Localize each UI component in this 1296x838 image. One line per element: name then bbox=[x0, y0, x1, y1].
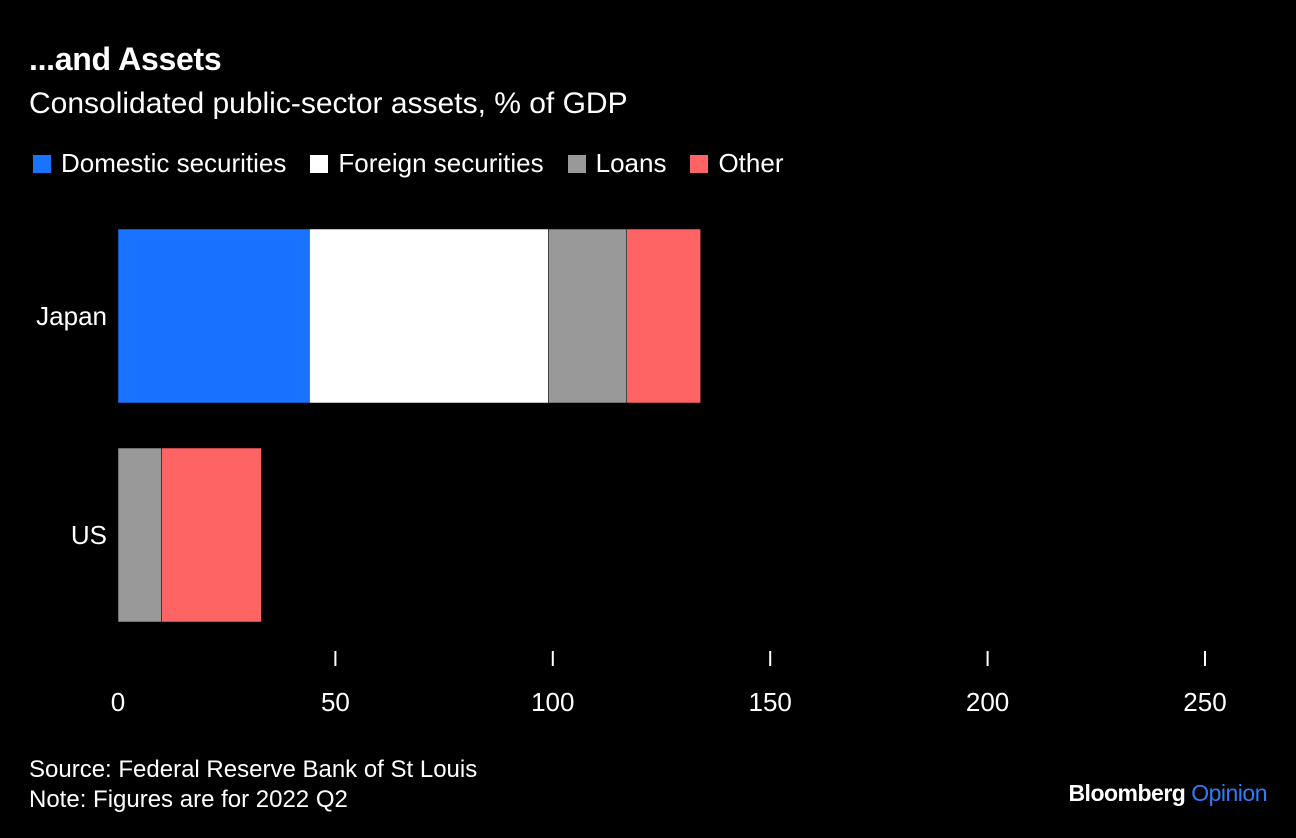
brand-name: Bloomberg bbox=[1068, 780, 1186, 806]
source-text: Source: Federal Reserve Bank of St Louis bbox=[29, 756, 478, 783]
x-tick-label-0: 0 bbox=[111, 687, 125, 717]
legend-label-loans: Loans bbox=[595, 148, 667, 178]
x-tick-label-100: 100 bbox=[531, 687, 574, 717]
bar-us-other bbox=[161, 447, 262, 623]
note-text: Note: Figures are for 2022 Q2 bbox=[29, 786, 348, 813]
legend-item-domestic: Domestic securities bbox=[33, 148, 286, 179]
category-label-japan: Japan bbox=[36, 301, 107, 331]
category-label-us: US bbox=[71, 520, 107, 550]
brand-logo: Bloomberg Opinion bbox=[1068, 780, 1267, 807]
chart-title: ...and Assets bbox=[29, 41, 222, 77]
legend-label-foreign: Foreign securities bbox=[338, 148, 544, 178]
bar-japan-domestic-securities bbox=[117, 228, 310, 404]
legend-label-domestic: Domestic securities bbox=[61, 148, 287, 178]
x-tick-label-150: 150 bbox=[749, 687, 792, 717]
legend-swatch-foreign bbox=[310, 154, 329, 173]
chart-subtitle: Consolidated public-sector assets, % of … bbox=[29, 87, 628, 120]
bar-japan-other bbox=[626, 228, 701, 404]
chart-footer: Source: Federal Reserve Bank of St Louis… bbox=[29, 755, 477, 815]
legend-item-loans: Loans bbox=[567, 148, 667, 179]
brand-suffix: Opinion bbox=[1191, 780, 1267, 806]
x-tick-label-250: 250 bbox=[1183, 687, 1226, 717]
x-tick-label-50: 50 bbox=[321, 687, 350, 717]
legend-item-foreign: Foreign securities bbox=[310, 148, 544, 179]
legend-label-other: Other bbox=[718, 148, 784, 178]
x-tick-label-200: 200 bbox=[966, 687, 1009, 717]
bar-japan-loans bbox=[548, 228, 627, 404]
legend-item-other: Other bbox=[690, 148, 783, 179]
bar-japan-foreign-securities bbox=[309, 228, 549, 404]
bar-us-loans bbox=[117, 447, 162, 623]
legend-swatch-loans bbox=[567, 154, 586, 173]
chart-legend: Domestic securities Foreign securities L… bbox=[33, 148, 807, 179]
legend-swatch-other bbox=[690, 154, 709, 173]
legend-swatch-domestic bbox=[33, 154, 51, 173]
